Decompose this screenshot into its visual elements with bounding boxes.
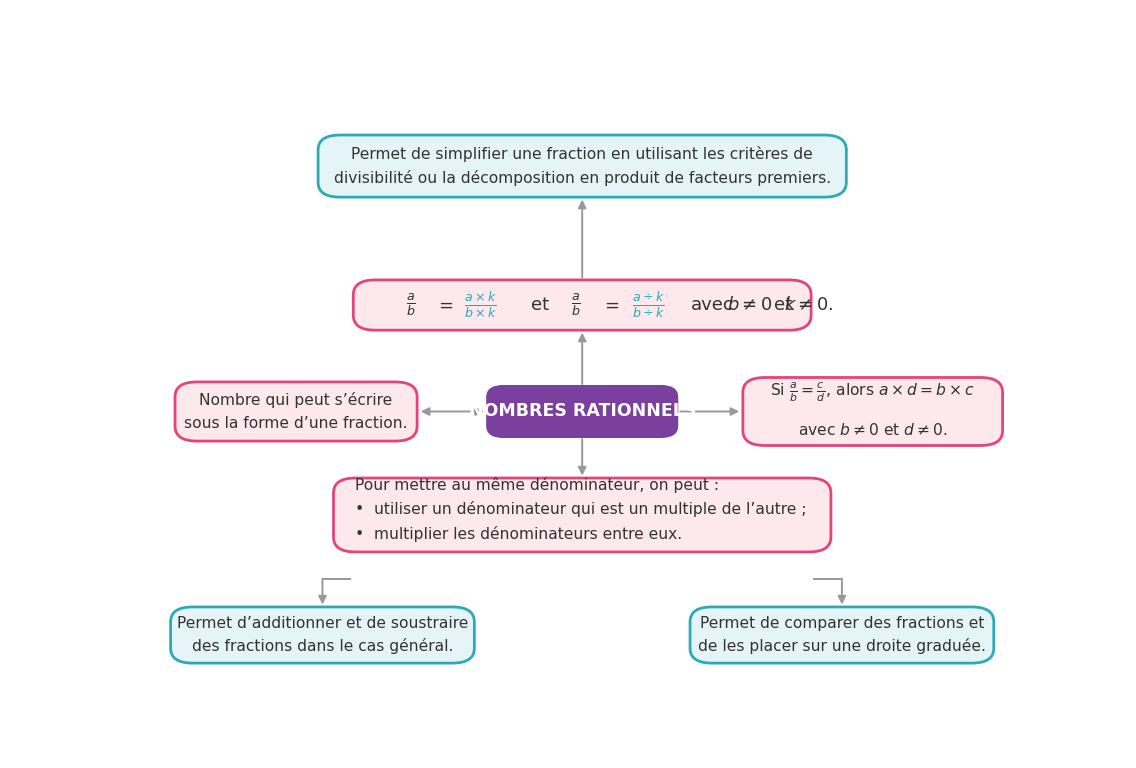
Text: $\frac{a}{b}$: $\frac{a}{b}$ <box>571 292 580 318</box>
FancyBboxPatch shape <box>175 382 417 441</box>
FancyBboxPatch shape <box>170 607 475 663</box>
Text: $\frac{a \times k}{b \times k}$: $\frac{a \times k}{b \times k}$ <box>465 290 498 319</box>
FancyBboxPatch shape <box>690 607 994 663</box>
Text: avec $b \neq 0$ et $d \neq 0$.: avec $b \neq 0$ et $d \neq 0$. <box>797 422 947 439</box>
Text: $=$: $=$ <box>601 296 620 314</box>
Text: Permet de comparer des fractions et
de les placer sur une droite graduée.: Permet de comparer des fractions et de l… <box>698 616 986 654</box>
Text: $b \neq 0$: $b \neq 0$ <box>727 296 772 314</box>
Text: Permet d’additionner et de soustraire
des fractions dans le cas général.: Permet d’additionner et de soustraire de… <box>177 616 468 654</box>
Text: NOMBRES RATIONNELS: NOMBRES RATIONNELS <box>468 402 696 421</box>
Text: $\frac{a \div k}{b \div k}$: $\frac{a \div k}{b \div k}$ <box>632 290 665 319</box>
Text: Pour mettre au même dénominateur, on peut :
•  utiliser un dénominateur qui est : Pour mettre au même dénominateur, on peu… <box>356 477 807 541</box>
Text: et: et <box>531 296 549 314</box>
FancyBboxPatch shape <box>353 280 811 330</box>
Text: Nombre qui peut s’écrire
sous la forme d’une fraction.: Nombre qui peut s’écrire sous la forme d… <box>184 392 408 431</box>
Text: Permet de simplifier une fraction en utilisant les critères de
divisibilité ou l: Permet de simplifier une fraction en uti… <box>334 146 830 186</box>
FancyBboxPatch shape <box>318 135 846 197</box>
FancyBboxPatch shape <box>743 378 1003 445</box>
Text: $=$: $=$ <box>435 296 453 314</box>
Text: et: et <box>774 296 792 314</box>
FancyBboxPatch shape <box>334 478 830 552</box>
Text: $\frac{a}{b}$: $\frac{a}{b}$ <box>406 292 416 318</box>
Text: avec: avec <box>691 296 734 314</box>
Text: Si $\frac{a}{b} = \frac{c}{d}$, alors $a \times d = b \times c$: Si $\frac{a}{b} = \frac{c}{d}$, alors $a… <box>770 381 975 404</box>
FancyBboxPatch shape <box>487 386 677 437</box>
Text: $k \neq 0$.: $k \neq 0$. <box>785 296 834 314</box>
